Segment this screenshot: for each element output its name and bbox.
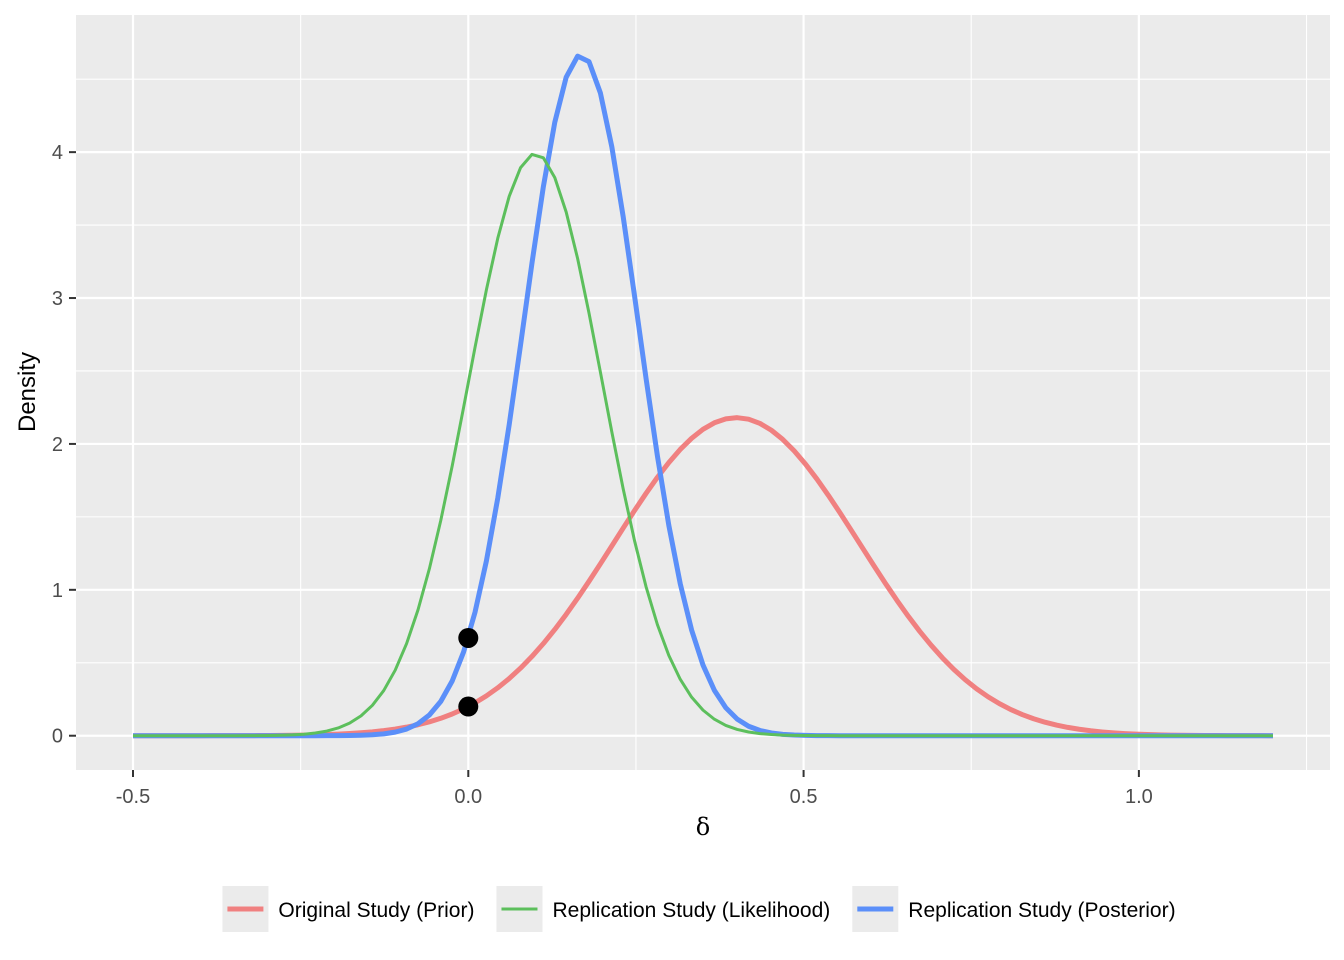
point-marker [458,696,479,717]
legend-label: Replication Study (Likelihood) [552,899,830,922]
y-axis-title: Density [14,352,41,432]
points-layer [458,627,479,717]
y-axis-ticks: 0 1 2 3 4 [52,142,76,748]
x-tick-label: -0.5 [116,786,150,808]
legend: Original Study (Prior) Replication Study … [222,886,1176,932]
series-layer [133,53,1274,739]
y-tick-label: 1 [52,580,63,602]
y-tick-label: 4 [52,142,63,164]
plot-panel [76,15,1330,770]
x-tick-label: 0.0 [454,786,482,808]
y-tick-label: 3 [52,288,63,310]
y-tick-label: 2 [52,434,63,456]
legend-label: Replication Study (Posterior) [908,899,1175,922]
y-tick-label: 0 [52,726,63,748]
x-axis-title: δ [696,813,710,841]
x-tick-label: 0.5 [790,786,818,808]
series-line-1 [133,152,1273,738]
x-tick-label: 1.0 [1125,786,1153,808]
point-marker [458,627,479,648]
legend-label: Original Study (Prior) [278,899,474,922]
x-axis-ticks: -0.5 0.0 0.5 1.0 [116,770,1153,808]
